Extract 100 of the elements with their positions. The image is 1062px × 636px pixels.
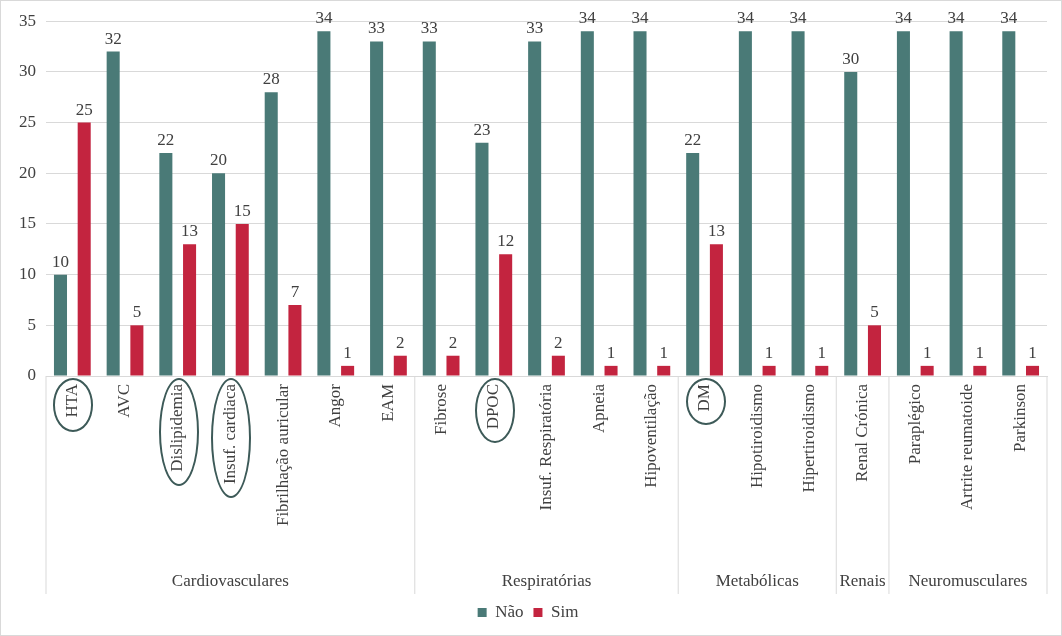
data-label: 5 (870, 302, 879, 322)
data-label: 34 (631, 8, 650, 28)
data-label: 1 (817, 342, 827, 362)
bar (528, 41, 542, 376)
data-label: 5 (132, 302, 142, 322)
data-label: 2 (396, 332, 405, 352)
bar (446, 355, 460, 376)
bar (844, 71, 858, 376)
data-label: 10 (51, 251, 69, 271)
y-tick-label: 35 (19, 10, 36, 30)
text: Respiratórias (501, 570, 592, 590)
x-tick-label: Apneia (588, 383, 608, 434)
data-label: 2 (448, 332, 458, 352)
x-tick-label: Paraplégico (904, 384, 924, 465)
data-label: 34 (315, 8, 333, 28)
bar (657, 365, 671, 376)
x-tick-label: AVC (114, 384, 134, 418)
data-label: 13 (181, 221, 199, 241)
text: Metabólicas (715, 570, 799, 590)
bar (1025, 365, 1040, 376)
bar (815, 365, 829, 376)
y-tick-label: 25 (19, 112, 36, 132)
data-label: 30 (842, 48, 860, 68)
bar (288, 305, 302, 376)
text: Cardiovasculares (171, 570, 289, 590)
data-label: 1 (343, 342, 352, 362)
x-tick-label: EAM (377, 384, 397, 422)
y-tick-label: 20 (19, 162, 36, 182)
data-label: 32 (104, 28, 122, 48)
bar (130, 325, 144, 376)
y-tick-label: 30 (19, 61, 36, 81)
data-label: 34 (789, 8, 808, 28)
text: Neuromusculares (908, 570, 1028, 590)
bar (264, 92, 278, 376)
bar (422, 41, 436, 376)
x-tick-label: HTA (61, 383, 81, 418)
data-label: 20 (210, 150, 228, 170)
bar (709, 244, 723, 376)
data-label: 34 (947, 8, 966, 28)
x-tick-label: Parkinson (1010, 383, 1030, 452)
bar (738, 31, 752, 376)
bar (106, 51, 120, 376)
data-label: 22 (684, 129, 702, 149)
bar (183, 244, 197, 376)
data-label: 34 (736, 8, 755, 28)
bar (633, 31, 647, 376)
y-tick-label: 5 (27, 314, 36, 334)
legend-label: Não (495, 601, 524, 621)
x-tick-label: DM (694, 384, 714, 412)
data-label: 34 (578, 8, 597, 28)
data-label: 1 (922, 342, 932, 362)
data-label: 25 (75, 99, 93, 119)
data-label: 7 (290, 282, 300, 302)
x-tick-label: Angor (325, 383, 345, 428)
bar (475, 142, 489, 376)
bar (686, 152, 700, 376)
bar (317, 31, 331, 376)
bar (77, 122, 91, 376)
legend-label: Sim (550, 601, 579, 621)
bar (920, 365, 934, 376)
bar (949, 31, 963, 376)
data-label: 1 (659, 342, 668, 362)
x-tick-label: Insuf. Respiratória (535, 383, 555, 511)
x-tick-label: Dislipidemia (167, 383, 187, 472)
data-label: 34 (894, 8, 913, 28)
data-label: 28 (262, 69, 280, 89)
data-label: 2 (554, 332, 563, 352)
x-tick-label: Artrite reumatoide (957, 384, 977, 511)
bar (159, 152, 173, 376)
data-label: 23 (473, 119, 491, 139)
x-tick-label: Hipoventilação (641, 384, 661, 488)
bar (212, 173, 226, 376)
data-label: 34 (1000, 8, 1018, 28)
x-tick-label: Insuf. cardiaca (219, 383, 239, 485)
bar (1002, 31, 1016, 376)
data-label: 1 (975, 342, 985, 362)
bar (235, 223, 249, 376)
data-label: 15 (233, 200, 251, 220)
x-tick-label: DPOC (483, 384, 503, 430)
data-label: 33 (368, 18, 386, 38)
bar (762, 365, 776, 376)
data-label: 12 (497, 231, 515, 251)
data-label: 13 (707, 221, 725, 241)
y-tick-label: 15 (19, 213, 36, 233)
data-label: 33 (420, 18, 438, 38)
bar (341, 365, 355, 376)
bar (580, 31, 594, 376)
x-tick-label: Hipertiroidismo (799, 384, 819, 493)
bar (551, 355, 565, 376)
text: Renais (839, 570, 886, 590)
bar (604, 365, 618, 376)
bar (499, 254, 513, 376)
x-tick-label: Fibrilhação auricular (272, 383, 292, 527)
x-tick-label: Hipotiroidismo (746, 384, 766, 488)
bar (370, 41, 384, 376)
data-label: 1 (764, 342, 774, 362)
bar (896, 31, 910, 376)
bar (867, 325, 881, 376)
y-tick-label: 10 (19, 264, 36, 284)
bar (393, 355, 407, 376)
